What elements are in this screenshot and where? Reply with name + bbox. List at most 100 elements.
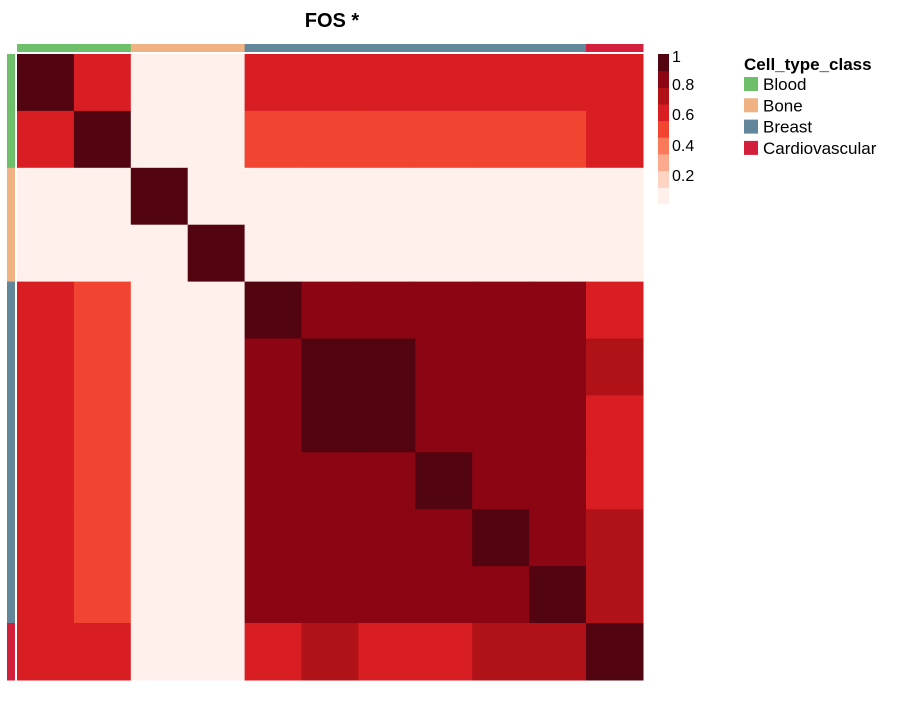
heatmap-cell-r8-c8	[472, 509, 530, 567]
color-scale-step-2	[658, 154, 669, 172]
legend-label-breast: Breast	[763, 118, 812, 137]
heatmap-cell-r8-c9	[529, 509, 587, 567]
heatmap-cell-r9-c1	[73, 566, 132, 624]
legend-swatch-blood	[744, 77, 758, 91]
column-annotation-0	[17, 44, 75, 52]
heatmap-cell-r0-c6	[358, 54, 416, 112]
heatmap-cell-r2-c0	[17, 167, 75, 226]
heatmap-cell-r1-c7	[415, 110, 473, 169]
heatmap-cell-r5-c4	[244, 338, 303, 396]
color-scale-step-7	[658, 70, 669, 88]
row-annotation-9	[7, 566, 15, 624]
heatmap-cell-r5-c1	[73, 338, 132, 396]
heatmap-cell-r10-c1	[73, 623, 132, 681]
heatmap-cell-r4-c0	[17, 281, 75, 340]
heatmap-cell-r9-c3	[187, 566, 246, 624]
heatmap-cell-r1-c8	[472, 110, 530, 169]
heatmap-cell-r4-c3	[187, 281, 246, 340]
heatmap-cell-r5-c2	[130, 338, 189, 396]
heatmap-cell-r7-c4	[244, 452, 303, 510]
heatmap-cell-r6-c7	[415, 395, 473, 453]
color-scale-step-0	[658, 187, 669, 205]
heatmap-cell-r0-c1	[73, 54, 132, 112]
heatmap-cell-r4-c9	[529, 281, 587, 340]
column-annotation-1	[73, 44, 132, 52]
color-scale-tick-label: 0.8	[672, 77, 694, 94]
heatmap-cell-r10-c5	[301, 623, 359, 681]
heatmap-cell-r3-c0	[17, 224, 75, 283]
heatmap-cell-r9-c2	[130, 566, 189, 624]
legend-swatch-breast	[744, 119, 758, 134]
heatmap-cell-r6-c2	[130, 395, 189, 453]
heatmap-cell-r4-c2	[130, 281, 189, 340]
heatmap-cell-r7-c7	[415, 452, 473, 510]
cell-type-legend: Cell_type_class Blood Bone Breast Cardiovas…	[744, 55, 877, 158]
heatmap-cell-r3-c9	[529, 224, 587, 283]
column-annotation-6	[358, 44, 416, 52]
heatmap-cell-r2-c9	[529, 167, 587, 226]
column-annotation-9	[529, 44, 587, 52]
heatmap-cell-r6-c8	[472, 395, 530, 453]
color-scale-tick-label: 0.6	[672, 107, 694, 124]
heatmap-cell-r1-c0	[17, 110, 75, 169]
row-annotation-2	[7, 167, 15, 226]
heatmap-cell-r5-c8	[472, 338, 530, 396]
heatmap-cell-r4-c6	[358, 281, 416, 340]
heatmap-cell-r6-c3	[187, 395, 246, 453]
heatmap-cell-r0-c10	[586, 54, 644, 112]
heatmap-cell-r1-c9	[529, 110, 587, 169]
column-annotation-10	[586, 44, 644, 52]
heatmap-cell-r0-c9	[529, 54, 587, 112]
color-scale-tick-label: 0.2	[672, 168, 694, 185]
heatmap-cell-r5-c3	[187, 338, 246, 396]
heatmap-cell-r1-c4	[244, 110, 303, 169]
heatmap-cell-r9-c7	[415, 566, 473, 624]
heatmap-cell-r10-c0	[17, 623, 75, 681]
heatmap-cell-r3-c3	[187, 224, 246, 283]
heatmap-cell-r0-c4	[244, 54, 303, 112]
heatmap-cell-r0-c3	[187, 54, 246, 112]
heatmap-cell-r7-c5	[301, 452, 359, 510]
heatmap-cell-r8-c6	[358, 509, 416, 567]
column-annotation-7	[415, 44, 473, 52]
heatmap-cell-r6-c1	[73, 395, 132, 453]
heatmap-cell-r2-c5	[301, 167, 359, 226]
heatmap-cell-r6-c4	[244, 395, 303, 453]
color-scale-tick-label: 1	[672, 49, 681, 66]
heatmap-cell-r6-c0	[17, 395, 75, 453]
heatmap-cell-r7-c8	[472, 452, 530, 510]
heatmap-cell-r1-c5	[301, 110, 359, 169]
legend-label-blood: Blood	[763, 75, 806, 94]
column-annotation-5	[301, 44, 359, 52]
legend-swatch-bone	[744, 98, 758, 113]
heatmap-cell-r2-c1	[73, 167, 132, 226]
heatmap-cells	[17, 54, 644, 681]
legend-label-cardiovascular: Cardiovascular	[763, 139, 877, 158]
heatmap-cell-r7-c1	[73, 452, 132, 510]
column-annotation-bar	[17, 44, 644, 52]
heatmap-cell-r7-c0	[17, 452, 75, 510]
heatmap-cell-r8-c1	[73, 509, 132, 567]
heatmap-cell-r5-c5	[301, 338, 359, 396]
heatmap-cell-r4-c10	[586, 281, 644, 340]
heatmap-cell-r5-c9	[529, 338, 587, 396]
heatmap-cell-r0-c8	[472, 54, 530, 112]
heatmap-cell-r3-c4	[244, 224, 303, 283]
color-scale-step-5	[658, 104, 669, 122]
heatmap-cell-r2-c3	[187, 167, 246, 226]
heatmap-cell-r2-c7	[415, 167, 473, 226]
legend-swatch-cardiovascular	[744, 140, 758, 155]
heatmap-cell-r0-c5	[301, 54, 359, 112]
heatmap-cell-r9-c5	[301, 566, 359, 624]
heatmap-cell-r9-c10	[586, 566, 644, 624]
heatmap-cell-r5-c6	[358, 338, 416, 396]
heatmap-cell-r10-c4	[244, 623, 303, 681]
column-annotation-2	[130, 44, 189, 52]
heatmap-cell-r8-c10	[586, 509, 644, 567]
heatmap-cell-r7-c9	[529, 452, 587, 510]
heatmap-cell-r3-c2	[130, 224, 189, 283]
heatmap-cell-r9-c9	[529, 566, 587, 624]
color-scale-bar: 1 0.8 0.6 0.4 0.2	[658, 49, 694, 205]
heatmap-cell-r3-c7	[415, 224, 473, 283]
heatmap-cell-r2-c10	[586, 167, 644, 226]
